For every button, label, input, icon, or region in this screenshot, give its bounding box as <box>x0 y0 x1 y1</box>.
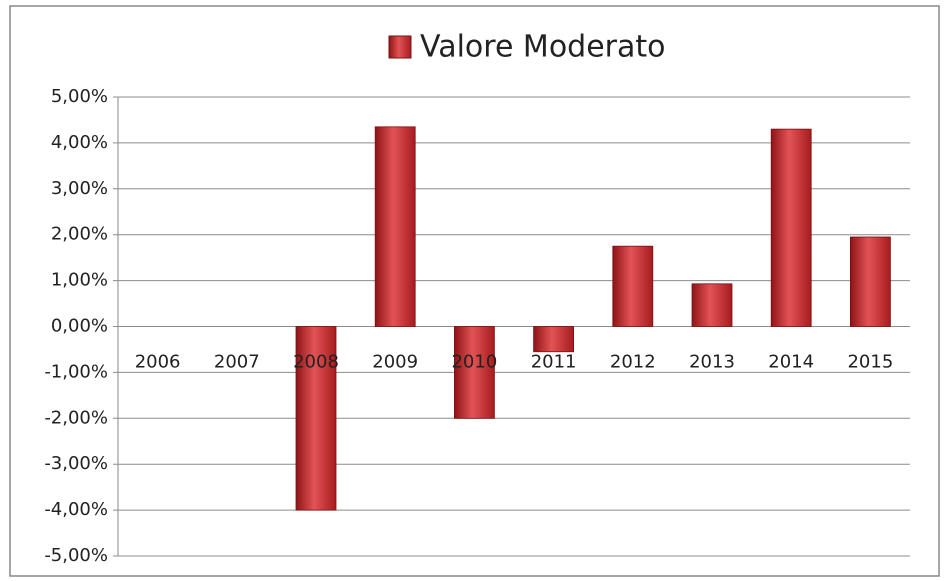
y-tick-label: -2,00% <box>44 407 108 428</box>
y-tick-label: -3,00% <box>44 453 108 474</box>
x-tick-label: 2011 <box>531 352 577 373</box>
y-tick-label: 1,00% <box>51 270 108 291</box>
bar <box>533 326 574 353</box>
bar <box>770 128 812 327</box>
x-tick-label: 2006 <box>135 352 181 373</box>
x-tick-label: 2008 <box>293 352 339 373</box>
y-tick-label: -1,00% <box>44 361 108 382</box>
bar <box>691 283 733 327</box>
legend-label: Valore Moderato <box>420 30 666 65</box>
y-tick-label: 5,00% <box>51 86 108 107</box>
y-tick-label: 0,00% <box>51 316 108 337</box>
y-tick-label: 4,00% <box>51 132 108 153</box>
bar <box>295 326 337 511</box>
y-tick-label: -4,00% <box>44 499 108 520</box>
y-tick-label: 2,00% <box>51 224 108 245</box>
bar <box>850 236 891 327</box>
bar <box>612 245 654 327</box>
legend-swatch <box>388 35 412 59</box>
x-tick-label: 2013 <box>689 352 735 373</box>
bar <box>374 126 416 327</box>
y-tick-label: -5,00% <box>44 545 108 566</box>
x-tick-label: 2010 <box>451 352 497 373</box>
x-tick-label: 2014 <box>768 352 814 373</box>
x-tick-label: 2007 <box>214 352 260 373</box>
x-tick-label: 2012 <box>610 352 656 373</box>
bar <box>453 326 495 419</box>
y-tick-label: 3,00% <box>51 178 108 199</box>
x-tick-label: 2015 <box>847 352 893 373</box>
x-tick-label: 2009 <box>372 352 418 373</box>
